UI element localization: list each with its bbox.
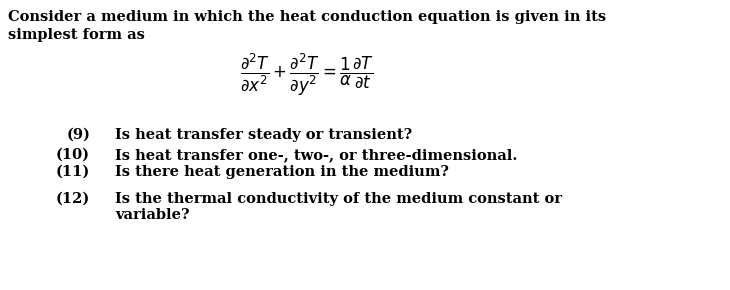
Text: Is there heat generation in the medium?: Is there heat generation in the medium? [115,165,449,179]
Text: $\dfrac{\partial^2 T}{\partial x^2}+\dfrac{\partial^2 T}{\partial y^2}=\dfrac{1}: $\dfrac{\partial^2 T}{\partial x^2}+\dfr… [239,52,374,98]
Text: (10): (10) [56,148,90,162]
Text: Consider a medium in which the heat conduction equation is given in its: Consider a medium in which the heat cond… [8,10,606,24]
Text: Is the thermal conductivity of the medium constant or
variable?: Is the thermal conductivity of the mediu… [115,192,562,222]
Text: Is heat transfer one-, two-, or three-dimensional.: Is heat transfer one-, two-, or three-di… [115,148,518,162]
Text: simplest form as: simplest form as [8,28,145,42]
Text: (9): (9) [66,128,90,142]
Text: (11): (11) [55,165,90,179]
Text: Is heat transfer steady or transient?: Is heat transfer steady or transient? [115,128,412,142]
Text: (12): (12) [55,192,90,206]
